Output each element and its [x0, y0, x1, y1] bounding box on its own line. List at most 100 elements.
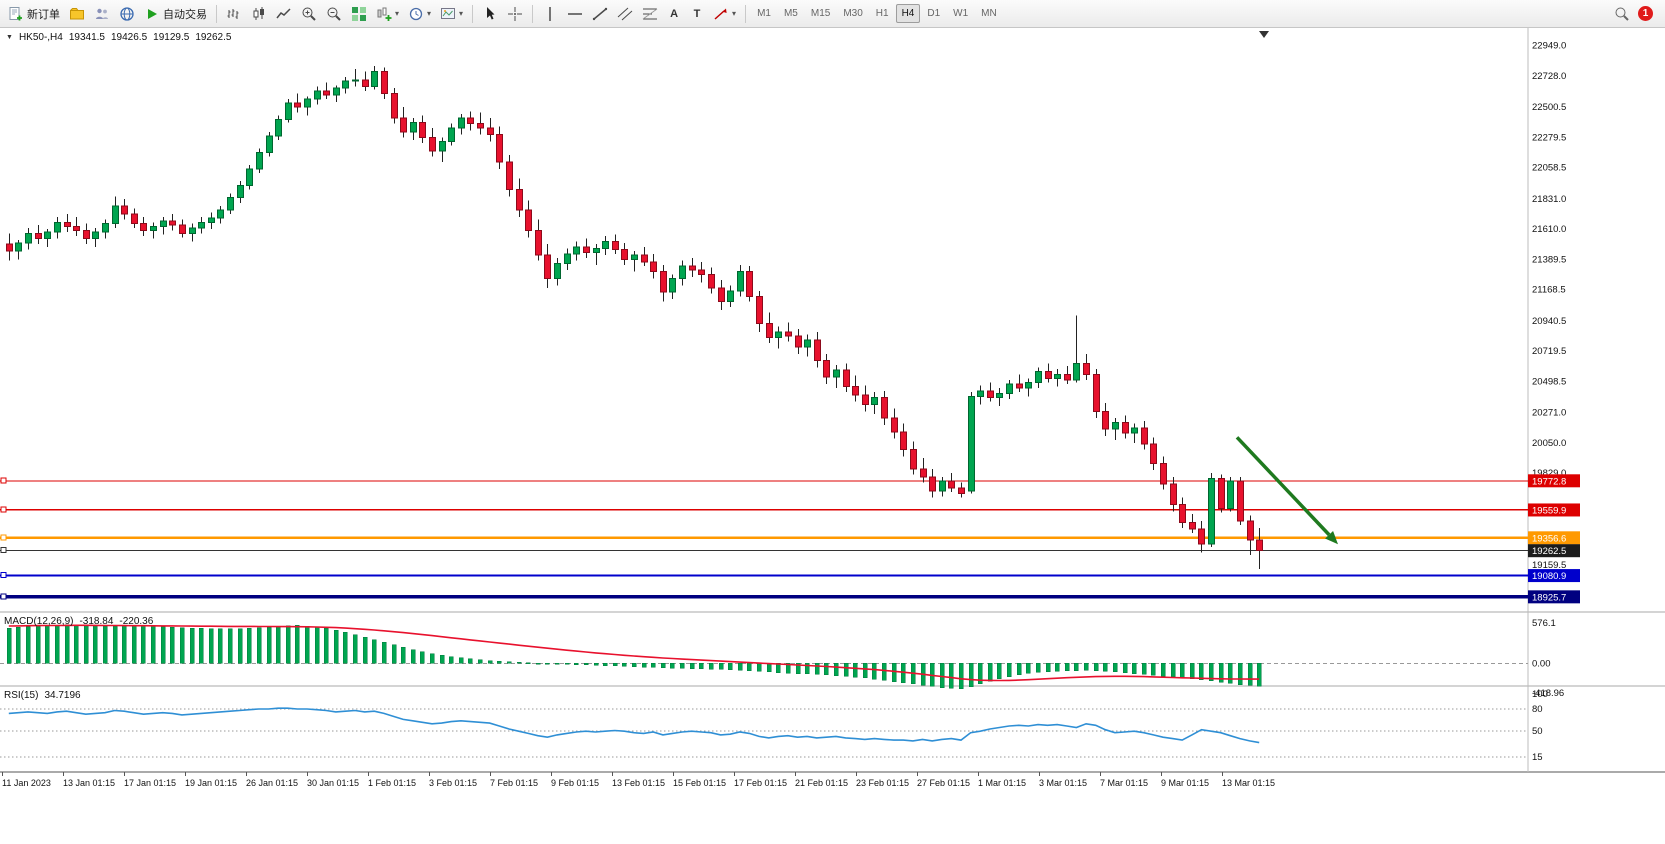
timeframe-D1[interactable]: D1: [927, 8, 941, 19]
svg-text:13 Jan 01:15: 13 Jan 01:15: [63, 778, 115, 788]
open-value: 19341.5: [68, 32, 105, 43]
notification-badge[interactable]: 1: [1638, 6, 1653, 21]
autotrading-button[interactable]: 自动交易: [140, 3, 211, 25]
chart-template-button[interactable]: ▾: [436, 3, 467, 25]
channel-button[interactable]: [613, 3, 637, 25]
svg-text:18925.7: 18925.7: [1532, 592, 1566, 603]
svg-text:21389.5: 21389.5: [1532, 254, 1566, 265]
text-tool-button[interactable]: A: [663, 5, 685, 23]
svg-text:0.00: 0.00: [1532, 658, 1551, 669]
chart-area[interactable]: 22949.0 22728.0 22500.5 22279.5 22058.5 21831…: [0, 28, 1665, 844]
timeframe-M5[interactable]: M5: [783, 8, 798, 19]
svg-text:19829.0: 19829.0: [1532, 468, 1566, 479]
chart-candles-button[interactable]: [247, 3, 271, 25]
timeframe-W1[interactable]: W1: [953, 8, 969, 19]
svg-text:20498.5: 20498.5: [1532, 376, 1566, 387]
trend-arrow-annotation[interactable]: [1235, 436, 1338, 545]
horizontal-line-button[interactable]: [563, 3, 587, 25]
chart-candles-icon: [253, 6, 264, 20]
label-tool-button[interactable]: T: [686, 5, 708, 23]
arrow-tool-icon: [714, 8, 727, 20]
chart-line-button[interactable]: [272, 3, 296, 25]
svg-text:1 Mar 01:15: 1 Mar 01:15: [978, 778, 1026, 788]
crosshair-button[interactable]: [503, 3, 527, 25]
time-axis[interactable]: 11 Jan 2023 13 Jan 01:15 17 Jan 01:15 19 Ja…: [2, 772, 1275, 788]
cursor-icon: [487, 6, 495, 19]
svg-text:9 Mar 01:15: 9 Mar 01:15: [1161, 778, 1209, 788]
chart-bars-button[interactable]: [222, 3, 246, 25]
macd-value-2: -220.36: [119, 616, 154, 627]
new-order-button[interactable]: 新订单: [4, 3, 64, 25]
zoom-in-button[interactable]: [297, 3, 321, 25]
search-icon[interactable]: [1614, 6, 1630, 22]
svg-text:1 Feb 01:15: 1 Feb 01:15: [368, 778, 416, 788]
fibonacci-button[interactable]: [638, 3, 662, 25]
tile-windows-button[interactable]: [347, 3, 371, 25]
tile-windows-icon: [352, 6, 366, 21]
chart-shift-marker[interactable]: [1259, 31, 1269, 38]
svg-text:22728.0: 22728.0: [1532, 71, 1566, 82]
chart-legend: ▼ HK50-,H4 19341.5 19426.5 19129.5 19262…: [6, 32, 231, 43]
rsi-value: 34.7196: [44, 690, 81, 701]
horizontal-line-icon: [568, 12, 583, 15]
trendline-button[interactable]: [588, 3, 612, 25]
globe-icon: [120, 6, 134, 21]
svg-text:22500.5: 22500.5: [1532, 102, 1566, 113]
svg-text:-418.96: -418.96: [1532, 688, 1564, 699]
web-terminal-button[interactable]: [115, 3, 139, 25]
macd-legend: MACD(12,26,9) -318.84 -220.36: [4, 616, 153, 627]
timeframe-H1[interactable]: H1: [875, 8, 889, 19]
price-lines[interactable]: [0, 477, 1528, 600]
svg-text:576.1: 576.1: [1532, 618, 1556, 629]
new-chart-icon: [377, 7, 392, 21]
label-tool-icon: T: [693, 7, 701, 20]
macd-value-1: -318.84: [79, 616, 114, 627]
rsi-panel: 100 80 50 15: [0, 689, 1548, 763]
svg-text:3 Feb 01:15: 3 Feb 01:15: [429, 778, 477, 788]
timeframe-M30[interactable]: M30: [843, 8, 863, 19]
timeframe-H4[interactable]: H4: [895, 4, 921, 23]
zoom-out-button[interactable]: [322, 3, 346, 25]
template-image-icon: [441, 7, 456, 19]
vertical-line-button[interactable]: [538, 3, 562, 25]
svg-text:7 Mar 01:15: 7 Mar 01:15: [1100, 778, 1148, 788]
new-order-label: 新订单: [27, 8, 60, 21]
folder-icon: [70, 7, 84, 19]
new-chart-button[interactable]: ▾: [372, 3, 403, 25]
svg-text:11 Jan 2023: 11 Jan 2023: [2, 778, 51, 788]
svg-text:20940.5: 20940.5: [1532, 316, 1566, 327]
timeframe-MN[interactable]: MN: [981, 8, 997, 19]
cursor-button[interactable]: [478, 3, 502, 25]
autotrading-play-icon: [148, 8, 157, 19]
price-chart-canvas[interactable]: 22949.0 22728.0 22500.5 22279.5 22058.5 21831…: [0, 28, 1665, 844]
svg-text:20050.0: 20050.0: [1532, 438, 1566, 449]
trendline-icon: [592, 7, 608, 20]
periods-button[interactable]: ▾: [404, 3, 435, 25]
svg-text:50: 50: [1532, 726, 1543, 737]
vertical-line-icon: [549, 6, 551, 21]
svg-text:13 Feb 01:15: 13 Feb 01:15: [612, 778, 665, 788]
timeframe-M15[interactable]: M15: [810, 8, 831, 19]
svg-text:22279.5: 22279.5: [1532, 132, 1566, 143]
chevron-down-icon: ▾: [459, 8, 464, 18]
new-order-icon: [9, 6, 22, 20]
svg-text:21610.0: 21610.0: [1532, 224, 1566, 235]
candlesticks: [6, 66, 1263, 569]
svg-text:26 Jan 01:15: 26 Jan 01:15: [246, 778, 298, 788]
chart-line-icon: [276, 7, 291, 18]
arrows-tool-button[interactable]: ▾: [709, 3, 740, 25]
clock-icon: [409, 7, 423, 20]
chevron-down-icon: ▾: [427, 8, 432, 18]
macd-name: MACD(12,26,9): [4, 616, 74, 627]
panel-frame: [0, 28, 1665, 773]
svg-text:30 Jan 01:15: 30 Jan 01:15: [307, 778, 359, 788]
svg-text:19559.9: 19559.9: [1532, 505, 1566, 516]
equidistant-channel-icon: [617, 7, 633, 20]
collapse-arrow-icon[interactable]: ▼: [6, 34, 13, 41]
price-axis[interactable]: 22949.0 22728.0 22500.5 22279.5 22058.5 21831…: [1528, 41, 1580, 604]
timeframe-M1[interactable]: M1: [757, 8, 771, 19]
community-button[interactable]: [90, 3, 114, 25]
data-folder-button[interactable]: [65, 3, 89, 25]
toolbar-separator: [745, 4, 747, 23]
